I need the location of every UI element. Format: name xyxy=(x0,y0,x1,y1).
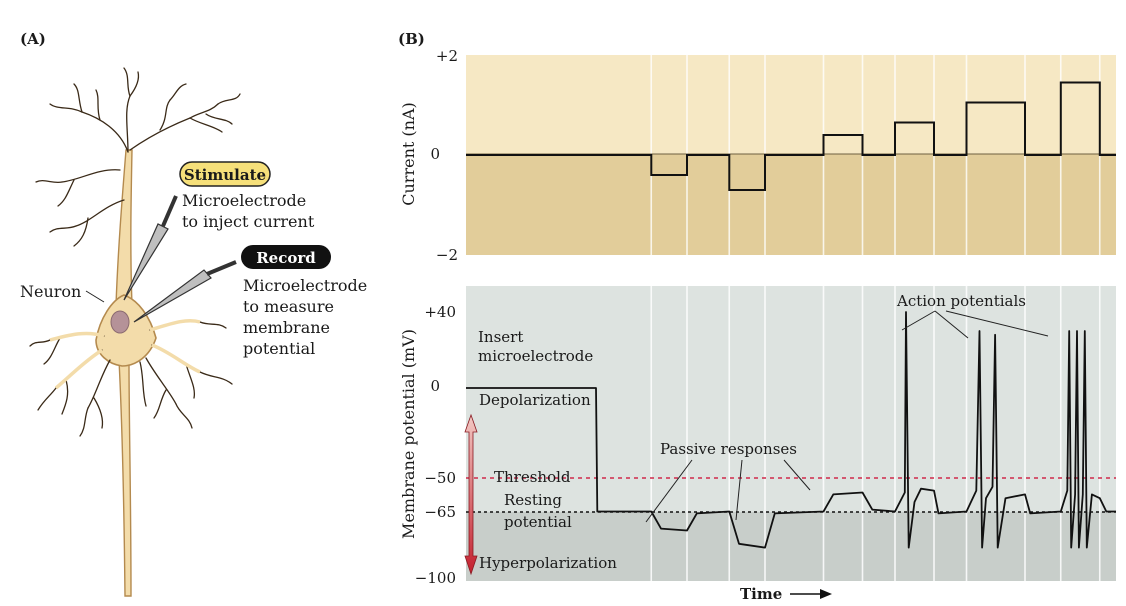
pot-tick-40: +40 xyxy=(424,303,456,321)
membrane-potential-trace xyxy=(466,311,1116,549)
neuron-leader-line xyxy=(85,290,105,303)
pot-tick-minus50: −50 xyxy=(424,469,456,487)
current-below-zero-band xyxy=(466,154,1116,255)
record-electrode xyxy=(133,260,237,323)
pot-tick-minus65: −65 xyxy=(424,503,456,521)
hyperpolarization-label: Hyperpolarization xyxy=(479,554,617,572)
panel-b-label: (B) xyxy=(398,30,425,48)
pot-tick-0: 0 xyxy=(430,377,440,395)
record-line-3: membrane xyxy=(243,318,330,337)
action-potentials-label: Action potentials xyxy=(896,292,1026,310)
record-line-1: Microelectrode xyxy=(243,276,367,295)
potential-chart: +40 0 −50 −65 −100 Membrane potential (m… xyxy=(399,286,1116,587)
neuron-label: Neuron xyxy=(20,282,81,301)
current-ylabel: Current (nA) xyxy=(399,102,418,205)
potential-lower-band xyxy=(466,512,1116,581)
current-above-zero-band xyxy=(466,55,1116,154)
record-badge xyxy=(241,245,331,269)
current-chart: +2 0 −2 Current (nA) xyxy=(399,47,1116,264)
neuron-illustration xyxy=(29,67,241,597)
insert-label-2: microelectrode xyxy=(478,347,593,365)
current-tick-plus2: +2 xyxy=(436,47,458,65)
resting-label-2: potential xyxy=(504,513,572,531)
stimulate-line-1: Microelectrode xyxy=(182,191,306,210)
potential-gridlines xyxy=(650,286,1101,581)
depolarization-label: Depolarization xyxy=(479,391,591,409)
stimulate-badge-text: Stimulate xyxy=(184,166,266,184)
passive-responses-label: Passive responses xyxy=(660,440,797,458)
record-line-2: to measure xyxy=(243,297,334,316)
record-badge-text: Record xyxy=(256,249,316,267)
record-line-4: potential xyxy=(243,339,315,358)
time-xlabel: Time xyxy=(740,585,782,603)
stimulate-line-2: to inject current xyxy=(182,212,315,231)
threshold-label: Threshold xyxy=(494,468,571,486)
pot-tick-minus100: −100 xyxy=(415,569,456,587)
nucleus xyxy=(110,310,130,334)
stimulate-electrode xyxy=(123,195,178,301)
insert-label-1: Insert xyxy=(478,328,523,346)
current-tick-minus2: −2 xyxy=(436,246,458,264)
current-tick-zero: 0 xyxy=(430,145,440,163)
current-trace xyxy=(466,81,1116,191)
time-arrow xyxy=(790,589,832,599)
panel-a-label: (A) xyxy=(20,30,46,48)
depol-hyperpol-arrow xyxy=(464,413,478,576)
annotation-leaders xyxy=(645,310,1049,523)
resting-label-1: Resting xyxy=(504,491,562,509)
potential-ylabel: Membrane potential (mV) xyxy=(399,329,418,539)
stimulate-badge xyxy=(179,161,271,187)
